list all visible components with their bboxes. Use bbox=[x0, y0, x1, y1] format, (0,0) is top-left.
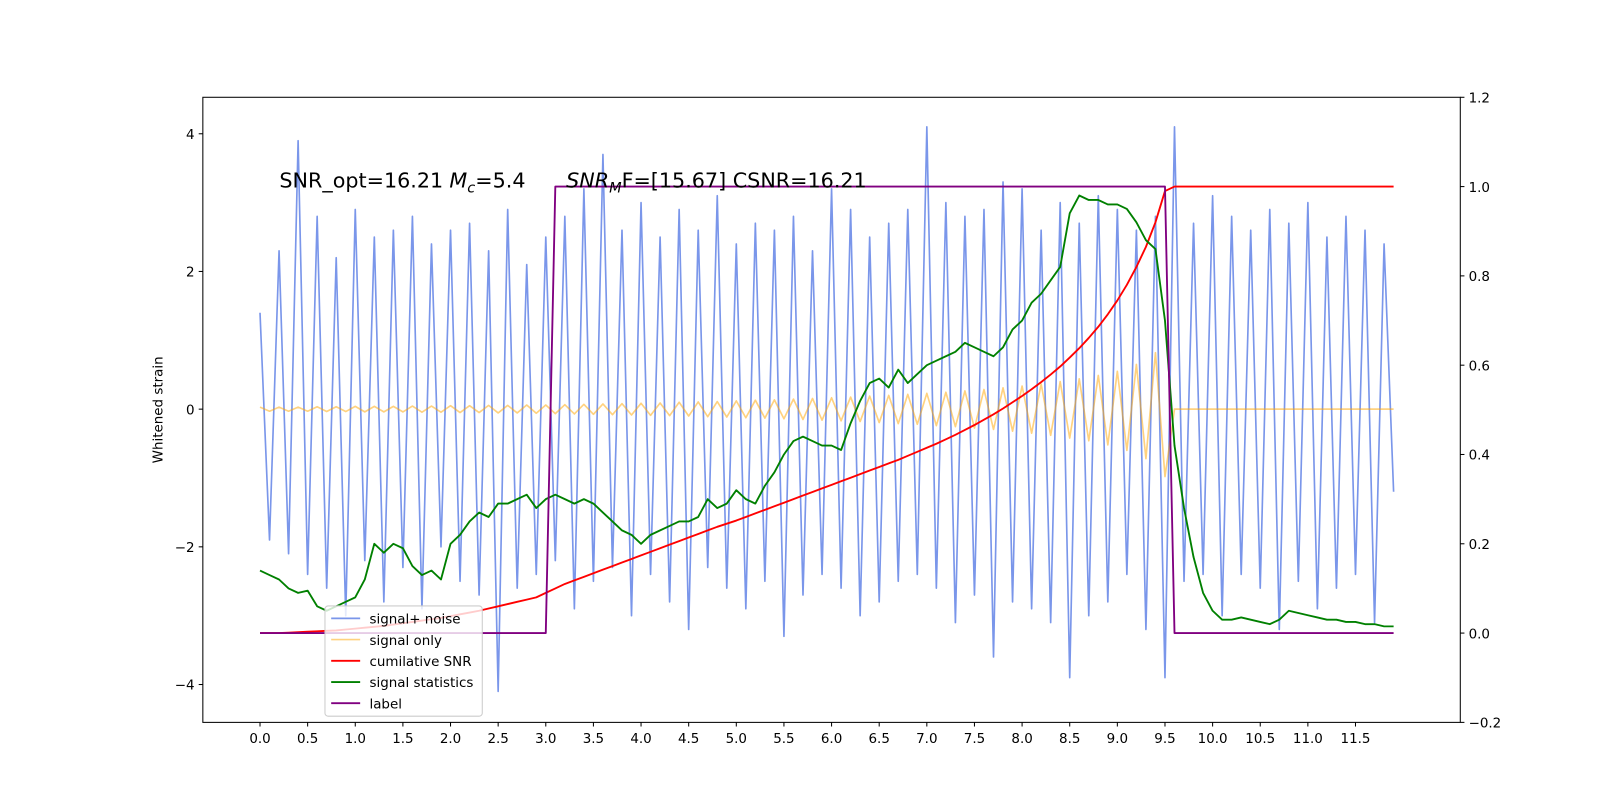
x-tick-label: 0.5 bbox=[297, 732, 318, 747]
y-axis-label: Whitened strain bbox=[151, 356, 166, 463]
x-tick-label: 3.0 bbox=[535, 732, 556, 747]
x-tick-label: 7.5 bbox=[964, 732, 985, 747]
x-tick-label: 9.0 bbox=[1107, 732, 1128, 747]
x-tick-label: 8.0 bbox=[1011, 732, 1032, 747]
series-line bbox=[259, 194, 1394, 628]
y2-tick-label: 1.0 bbox=[1469, 181, 1490, 196]
x-tick-label: 5.5 bbox=[773, 732, 794, 747]
x-tick-label: 6.5 bbox=[869, 732, 890, 747]
y-tick-label: −4 bbox=[175, 679, 195, 694]
series-line bbox=[259, 126, 1395, 693]
legend-label: label bbox=[369, 697, 402, 712]
x-tick-label: 5.0 bbox=[726, 732, 747, 747]
series-line bbox=[259, 351, 1394, 478]
x-tick-label: 4.0 bbox=[630, 732, 651, 747]
legend-label: signal+ noise bbox=[369, 613, 460, 628]
x-tick-label: 11.0 bbox=[1293, 732, 1323, 747]
x-tick-label: 11.5 bbox=[1341, 732, 1371, 747]
y2-tick-label: 0.0 bbox=[1469, 627, 1490, 642]
annotation: SNR_opt=16.21 Mc=5.4 bbox=[279, 168, 525, 196]
annotation-text: M bbox=[609, 180, 622, 196]
y2-tick-label: 0.8 bbox=[1469, 270, 1490, 285]
x-tick-label: 10.0 bbox=[1198, 732, 1228, 747]
legend-label: cumilative SNR bbox=[369, 655, 471, 670]
legend-label: signal only bbox=[369, 634, 441, 649]
annotation-text: c bbox=[467, 180, 475, 196]
y-tick-label: 4 bbox=[186, 128, 195, 143]
x-tick-label: 8.5 bbox=[1059, 732, 1080, 747]
y-tick-label: 0 bbox=[186, 403, 195, 418]
x-tick-label: 9.5 bbox=[1154, 732, 1175, 747]
x-tick-label: 1.5 bbox=[392, 732, 413, 747]
x-tick-label: 0.0 bbox=[249, 732, 270, 747]
annotation-text: M bbox=[449, 168, 467, 192]
y-tick-label: −2 bbox=[175, 541, 195, 556]
annotation: SNRMF=[15.67] CSNR=16.21 bbox=[566, 168, 867, 196]
legend: signal+ noise signal only cumilative SNR si… bbox=[324, 605, 483, 717]
x-tick-label: 7.0 bbox=[916, 732, 937, 747]
annotation-text: SNR bbox=[566, 168, 609, 192]
x-tick-label: 10.5 bbox=[1245, 732, 1275, 747]
x-tick-label: 6.0 bbox=[821, 732, 842, 747]
y2-tick-label: 0.4 bbox=[1469, 449, 1490, 464]
x-tick-label: 4.5 bbox=[678, 732, 699, 747]
x-tick-label: 1.0 bbox=[345, 732, 366, 747]
annotation-text: F=[15.67] CSNR=16.21 bbox=[622, 168, 867, 192]
legend-label: signal statistics bbox=[369, 676, 473, 691]
y2-tick-label: 1.2 bbox=[1469, 91, 1490, 106]
y2-tick-label: 0.2 bbox=[1469, 538, 1490, 553]
legend-box bbox=[324, 605, 483, 717]
x-tick-label: 2.0 bbox=[440, 732, 461, 747]
x-tick-label: 3.5 bbox=[583, 732, 604, 747]
y2-tick-label: 0.6 bbox=[1469, 359, 1490, 374]
y-tick-label: 2 bbox=[186, 266, 195, 281]
y2-tick-label: −0.2 bbox=[1469, 717, 1502, 732]
annotation-text: =5.4 bbox=[475, 168, 525, 192]
x-tick-label: 2.5 bbox=[487, 732, 508, 747]
annotation-text: SNR_opt=16.21 bbox=[279, 168, 443, 193]
